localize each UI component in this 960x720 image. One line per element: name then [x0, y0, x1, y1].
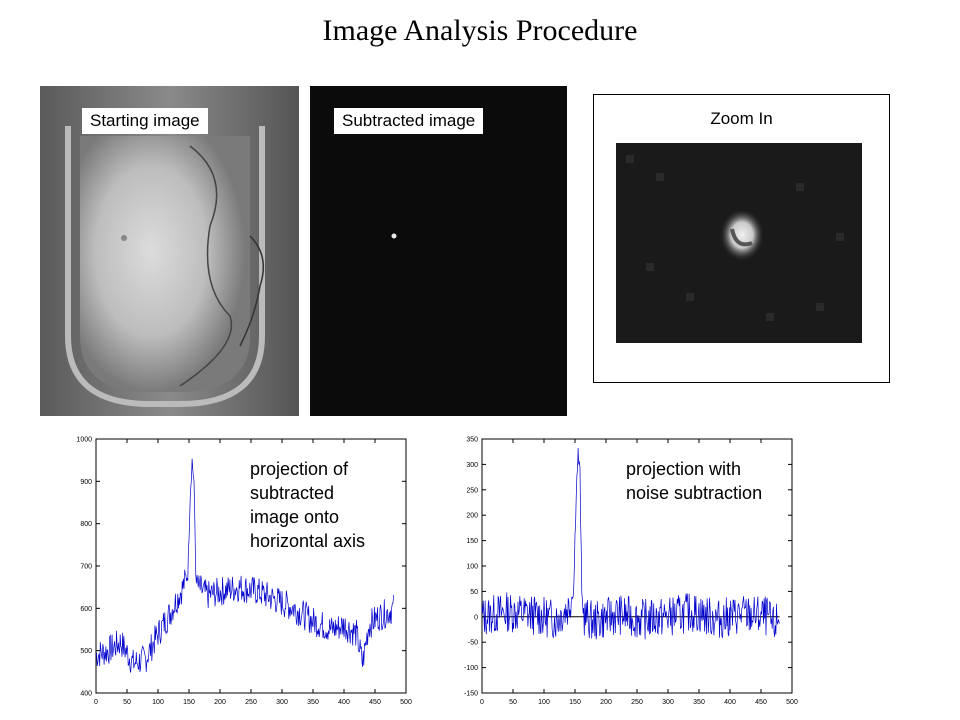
- x-tick-label: 50: [509, 699, 517, 706]
- plot-raw-svg: 0 50 100 150 200 250 300 350 400 450 500 400 500 600 7…: [76, 437, 412, 707]
- zoom-label: Zoom In: [710, 109, 773, 128]
- y-tick-label: 600: [80, 606, 92, 613]
- x-tick-label: 50: [123, 699, 131, 706]
- plot-frame: [95, 438, 407, 694]
- x-tick-label: 100: [152, 699, 164, 706]
- subtracted-image-label: Subtracted image: [334, 108, 484, 134]
- x-tick-label: 500: [786, 699, 798, 706]
- starting-image: Starting image: [40, 86, 299, 416]
- slide-title: Image Analysis Procedure: [322, 14, 638, 47]
- zoom-image: [616, 143, 862, 343]
- series-line: [481, 448, 780, 640]
- y-tick-label: 0: [474, 614, 478, 621]
- x-tick-label: 350: [693, 699, 705, 706]
- y-tick-label: 700: [80, 564, 92, 571]
- x-tick-label: 150: [569, 699, 581, 706]
- x-tick-label: 450: [755, 699, 767, 706]
- x-tick-label: 200: [214, 699, 226, 706]
- y-tick-label: 1000: [76, 437, 92, 444]
- x-tick-label: 100: [538, 699, 550, 706]
- x-tick-label: 400: [724, 699, 736, 706]
- y-tick-label: 500: [80, 648, 92, 655]
- y-tick-label: 300: [466, 462, 478, 469]
- y-tick-label: 250: [466, 487, 478, 494]
- zoom-frame: Zoom In: [593, 94, 890, 383]
- y-tick-label: -50: [468, 640, 478, 647]
- starting-image-label: Starting image: [82, 108, 208, 134]
- y-tick-label: 100: [466, 564, 478, 571]
- x-tick-label: 0: [480, 699, 484, 706]
- plot-noise-svg: 0 50 100 150 200 250 300 350 400 450 500-150-100-5…: [464, 437, 798, 707]
- y-tick-label: 50: [470, 589, 478, 596]
- plot-frame: [481, 438, 793, 694]
- x-tick-label: 200: [600, 699, 612, 706]
- y-tick-label: 200: [466, 513, 478, 520]
- x-tick-label: 500: [400, 699, 412, 706]
- x-tick-label: 150: [183, 699, 195, 706]
- x-tick-label: 300: [276, 699, 288, 706]
- x-tick-label: 400: [338, 699, 350, 706]
- x-tick-label: 0: [94, 699, 98, 706]
- y-tick-label: 900: [80, 479, 92, 486]
- y-tick-label: 150: [466, 538, 478, 545]
- plot-noise-subtracted: 0 50 100 150 200 250 300 350 400 450 500 -150 -100 -5…: [448, 435, 803, 710]
- x-tick-label: 450: [369, 699, 381, 706]
- x-tick-label: 300: [662, 699, 674, 706]
- x-tick-label: 250: [631, 699, 643, 706]
- x-tick-label: 250: [245, 699, 257, 706]
- plot-noise-annotation: projection with noise subtraction: [626, 459, 763, 503]
- series-line: [95, 458, 394, 673]
- y-tick-label: 350: [466, 437, 478, 444]
- y-tick-label: -100: [464, 665, 478, 672]
- y-tick-label: 400: [80, 691, 92, 698]
- subtracted-image: Subtracted image: [310, 86, 567, 416]
- plot-raw-annotation: projection of subtracted image onto hori…: [250, 459, 366, 551]
- y-tick-label: 800: [80, 521, 92, 528]
- y-tick-label: -150: [464, 691, 478, 698]
- plot-raw-projection: 0 50 100 150 200 250 300 350 400 450 500 400 500 600 7…: [62, 435, 417, 710]
- x-tick-label: 350: [307, 699, 319, 706]
